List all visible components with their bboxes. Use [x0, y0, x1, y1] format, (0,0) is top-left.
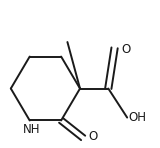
- Text: O: O: [88, 130, 97, 143]
- Text: NH: NH: [23, 123, 40, 136]
- Text: O: O: [121, 43, 130, 56]
- Text: OH: OH: [128, 111, 146, 124]
